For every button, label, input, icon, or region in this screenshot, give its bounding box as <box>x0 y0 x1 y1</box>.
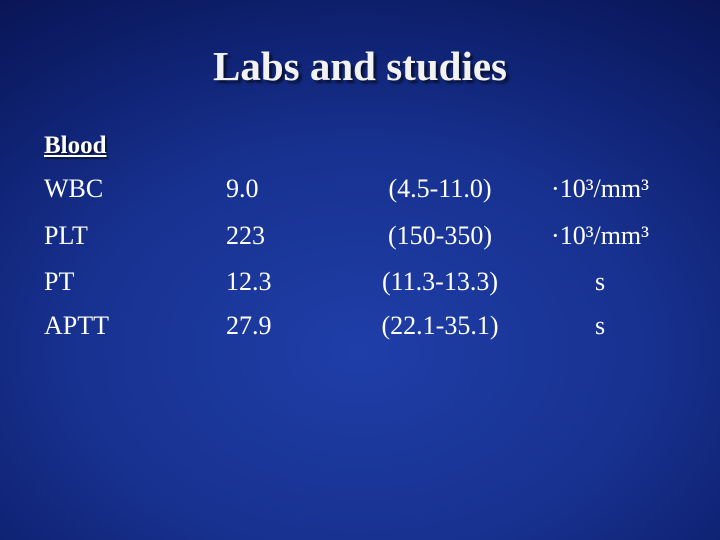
section-heading: Blood <box>44 132 107 159</box>
test-value: 9.0 <box>226 174 259 203</box>
unit: s <box>594 267 606 296</box>
test-value: 223 <box>226 221 265 250</box>
unit: s <box>594 311 606 340</box>
reference-range: (150-350) <box>388 221 492 250</box>
test-value: 27.9 <box>226 311 272 340</box>
test-name: PT <box>44 267 75 296</box>
test-value: 12.3 <box>226 267 272 296</box>
reference-range: (4.5-11.0) <box>388 174 492 203</box>
test-name: WBC <box>44 174 104 203</box>
unit: ·10³/mm³ <box>551 174 649 203</box>
test-name: PLT <box>44 221 88 250</box>
unit: ·10³/mm³ <box>551 221 649 250</box>
test-name: APTT <box>44 311 109 340</box>
slide-title: Labs and studies <box>213 43 507 89</box>
reference-range: (22.1-35.1) <box>381 311 499 340</box>
reference-range: (11.3-13.3) <box>381 267 498 296</box>
